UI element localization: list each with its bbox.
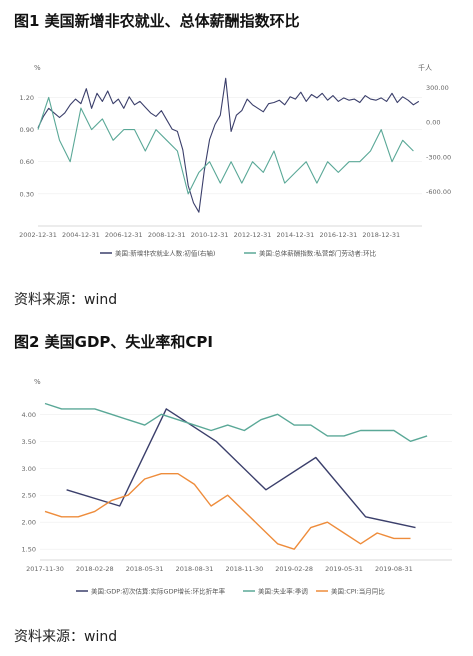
y-tick-label: 2.00 [22, 519, 36, 527]
y-tick-label: 3.00 [22, 465, 36, 473]
left-tick-label: 1.20 [20, 94, 34, 102]
figure2-source: 资料来源：wind [14, 629, 118, 645]
x-tick-label: 2017-11-30 [26, 565, 64, 573]
legend-label-1: 美国:新增非农就业人数:初值(右轴) [115, 249, 215, 258]
figure2-title: 图2 美国GDP、失业率和CPI [14, 333, 213, 351]
x-tick-label: 2014-12-31 [277, 231, 315, 239]
y-tick-label: 4.00 [22, 411, 36, 419]
right-tick-label: 0.00 [426, 119, 440, 127]
y-axis-unit: % [34, 378, 41, 386]
x-tick-label: 2018-05-31 [126, 565, 164, 573]
right-tick-label: 300.00 [426, 84, 449, 92]
left-tick-label: 0.90 [20, 126, 34, 134]
y-tick-label: 1.50 [22, 546, 36, 554]
right-tick-label: -600.00 [426, 188, 451, 196]
legend-label-3: 美国:CPI:当月同比 [331, 587, 385, 596]
x-tick-label: 2004-12-31 [62, 231, 100, 239]
y-tick-label: 3.50 [22, 438, 36, 446]
x-tick-label: 2018-02-28 [76, 565, 114, 573]
x-tick-label: 2008-12-31 [148, 231, 186, 239]
y-tick-label: 2.50 [22, 492, 36, 500]
left-tick-label: 0.60 [20, 158, 34, 166]
legend-label-2: 美国:总体薪酬指数:私营部门劳动者:环比 [259, 249, 377, 258]
x-tick-label: 2010-12-31 [191, 231, 229, 239]
x-tick-label: 2018-11-30 [225, 565, 263, 573]
left-axis-unit: % [34, 64, 41, 72]
legend-label-1: 美国:GDP:初次估算:实际GDP增长:环比折年率 [91, 587, 226, 596]
series-line-2 [37, 96, 414, 195]
x-tick-label: 2012-12-31 [234, 231, 272, 239]
x-tick-label: 2018-08-31 [176, 565, 214, 573]
x-tick-label: 2002-12-31 [19, 231, 57, 239]
figure1-source: 资料来源：wind [14, 292, 118, 308]
right-axis-unit: 千人 [418, 63, 432, 72]
x-tick-label: 2018-12-31 [362, 231, 400, 239]
x-tick-label: 2019-02-28 [275, 565, 313, 573]
x-tick-label: 2006-12-31 [105, 231, 143, 239]
figure2-chart: % 4.00 3.50 3.00 2.50 2.00 1.50 2017-11-30 2018-… [22, 378, 452, 596]
x-tick-label: 2016-12-31 [319, 231, 357, 239]
figure1-chart: % 千人 1.20 0.90 0.60 0.30 300.00 0.00 -300.00 -600… [19, 63, 451, 258]
right-tick-label: -300.00 [426, 153, 451, 161]
x-tick-label: 2019-05-31 [325, 565, 363, 573]
series-line-3 [44, 473, 411, 550]
series-line-1 [37, 77, 420, 213]
legend-label-2: 美国:失业率:季调 [258, 587, 308, 596]
series-line-2 [44, 402, 428, 442]
x-tick-label: 2019-08-31 [375, 565, 413, 573]
series-line-1 [66, 408, 416, 529]
figure1-title: 图1 美国新增非农就业、总体薪酬指数环比 [14, 12, 300, 30]
left-tick-label: 0.30 [20, 190, 34, 198]
